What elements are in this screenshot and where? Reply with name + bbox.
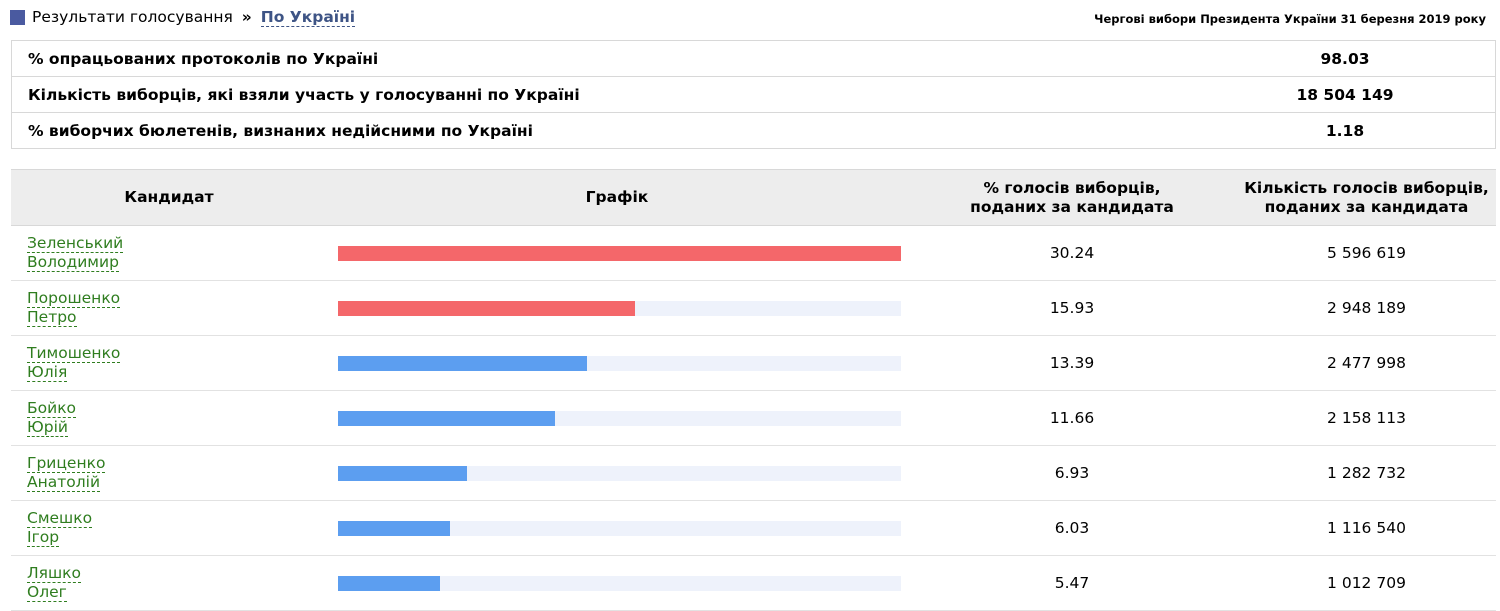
vote-bar <box>338 300 635 316</box>
percent-cell: 5.47 <box>907 555 1237 611</box>
header-bar: Результати голосування » По Україні Черг… <box>0 0 1500 36</box>
table-row: Тимошенко Юлія 13.39 2 477 998 <box>11 335 1496 391</box>
table-row: Порошенко Петро 15.93 2 948 189 <box>11 280 1496 336</box>
candidate-surname-link[interactable]: Ляшко <box>27 564 82 583</box>
votes-cell: 1 012 709 <box>1237 555 1496 611</box>
votes-cell: 2 477 998 <box>1237 335 1496 391</box>
vote-bar <box>338 465 467 481</box>
candidate-cell: Порошенко Петро <box>11 280 327 336</box>
candidate-cell: Ляшко Олег <box>11 555 327 611</box>
results-header-row: Кандидат Графік % голосів виборців, пода… <box>11 169 1496 226</box>
header-percent-line2: поданих за кандидата <box>970 197 1174 216</box>
table-row: Гриценко Анатолій 6.93 1 282 732 <box>11 445 1496 501</box>
summary-row: % опрацьованих протоколів по Україні 98.… <box>12 41 1496 77</box>
breadcrumb-link-ukraine[interactable]: По Україні <box>260 8 356 27</box>
candidate-surname-link[interactable]: Смешко <box>27 509 93 528</box>
table-row: Зеленський Володимир 30.24 5 596 619 <box>11 225 1496 281</box>
votes-cell: 5 596 619 <box>1237 225 1496 281</box>
candidate-surname-link[interactable]: Гриценко <box>27 454 106 473</box>
chart-cell <box>327 335 907 391</box>
header-candidate: Кандидат <box>11 169 327 226</box>
header-percent: % голосів виборців, поданих за кандидата <box>907 169 1237 226</box>
vote-bar <box>338 245 901 261</box>
vote-bar <box>338 575 440 591</box>
candidate-cell: Бойко Юрій <box>11 390 327 446</box>
percent-cell: 15.93 <box>907 280 1237 336</box>
breadcrumb: Результати голосування » По Україні <box>32 8 356 27</box>
election-title: Чергові вибори Президента України 31 бер… <box>1094 12 1486 26</box>
bar-track <box>338 355 901 371</box>
table-row: Смешко Ігор 6.03 1 116 540 <box>11 500 1496 556</box>
chart-cell <box>327 280 907 336</box>
candidate-surname-link[interactable]: Бойко <box>27 399 77 418</box>
header-count: Кількість голосів виборців, поданих за к… <box>1237 169 1496 226</box>
square-bullet-icon <box>10 10 25 25</box>
summary-value: 1.18 <box>1195 112 1496 149</box>
results-table: Кандидат Графік % голосів виборців, пода… <box>11 169 1496 611</box>
summary-table: % опрацьованих протоколів по Україні 98.… <box>11 40 1496 149</box>
summary-label: % опрацьованих протоколів по Україні <box>28 49 379 68</box>
candidate-firstname-link[interactable]: Володимир <box>27 253 119 272</box>
percent-cell: 13.39 <box>907 335 1237 391</box>
votes-cell: 1 116 540 <box>1237 500 1496 556</box>
votes-cell: 1 282 732 <box>1237 445 1496 501</box>
candidate-cell: Зеленський Володимир <box>11 225 327 281</box>
summary-row: % виборчих бюлетенів, визнаних недійсним… <box>11 112 1496 149</box>
candidate-firstname-link[interactable]: Анатолій <box>27 473 101 492</box>
table-row: Ляшко Олег 5.47 1 012 709 <box>11 555 1496 611</box>
percent-cell: 30.24 <box>907 225 1237 281</box>
percent-cell: 11.66 <box>907 390 1237 446</box>
chart-cell <box>327 445 907 501</box>
summary-value: 98.03 <box>1320 49 1370 68</box>
summary-label: Кількість виборців, які взяли участь у г… <box>11 76 1195 113</box>
header-count-line2: поданих за кандидата <box>1264 197 1469 216</box>
header-count-line1: Кількість голосів виборців, <box>1244 178 1489 197</box>
candidate-cell: Гриценко Анатолій <box>11 445 327 501</box>
vote-bar <box>338 520 451 536</box>
chart-cell <box>327 390 907 446</box>
candidate-firstname-link[interactable]: Олег <box>27 583 67 602</box>
percent-cell: 6.03 <box>907 500 1237 556</box>
candidate-cell: Смешко Ігор <box>11 500 327 556</box>
votes-cell: 2 158 113 <box>1237 390 1496 446</box>
summary-label: % виборчих бюлетенів, визнаних недійсним… <box>11 112 1195 149</box>
chart-cell <box>327 500 907 556</box>
candidate-surname-link[interactable]: Тимошенко <box>27 344 121 363</box>
candidate-firstname-link[interactable]: Юрій <box>27 418 68 437</box>
bar-track <box>338 575 901 591</box>
candidate-cell: Тимошенко Юлія <box>11 335 327 391</box>
candidate-surname-link[interactable]: Порошенко <box>27 289 121 308</box>
table-row: Бойко Юрій 11.66 2 158 113 <box>11 390 1496 446</box>
candidate-firstname-link[interactable]: Ігор <box>27 528 60 547</box>
summary-value: 18 504 149 <box>1195 76 1496 113</box>
vote-bar <box>338 355 588 371</box>
breadcrumb-title: Результати голосування <box>32 8 233 26</box>
bar-track <box>338 465 901 481</box>
candidate-surname-link[interactable]: Зеленський <box>27 234 124 253</box>
bar-track <box>338 245 901 261</box>
bar-track <box>338 520 901 536</box>
bar-track <box>338 300 901 316</box>
candidate-firstname-link[interactable]: Юлія <box>27 363 68 382</box>
summary-row: Кількість виборців, які взяли участь у г… <box>11 76 1496 113</box>
chart-cell <box>327 225 907 281</box>
votes-cell: 2 948 189 <box>1237 280 1496 336</box>
breadcrumb-separator-icon: » <box>241 8 252 26</box>
header-chart: Графік <box>327 169 907 226</box>
vote-bar <box>338 410 556 426</box>
percent-cell: 6.93 <box>907 445 1237 501</box>
candidate-firstname-link[interactable]: Петро <box>27 308 77 327</box>
chart-cell <box>327 555 907 611</box>
bar-track <box>338 410 901 426</box>
header-percent-line1: % голосів виборців, <box>983 178 1161 197</box>
